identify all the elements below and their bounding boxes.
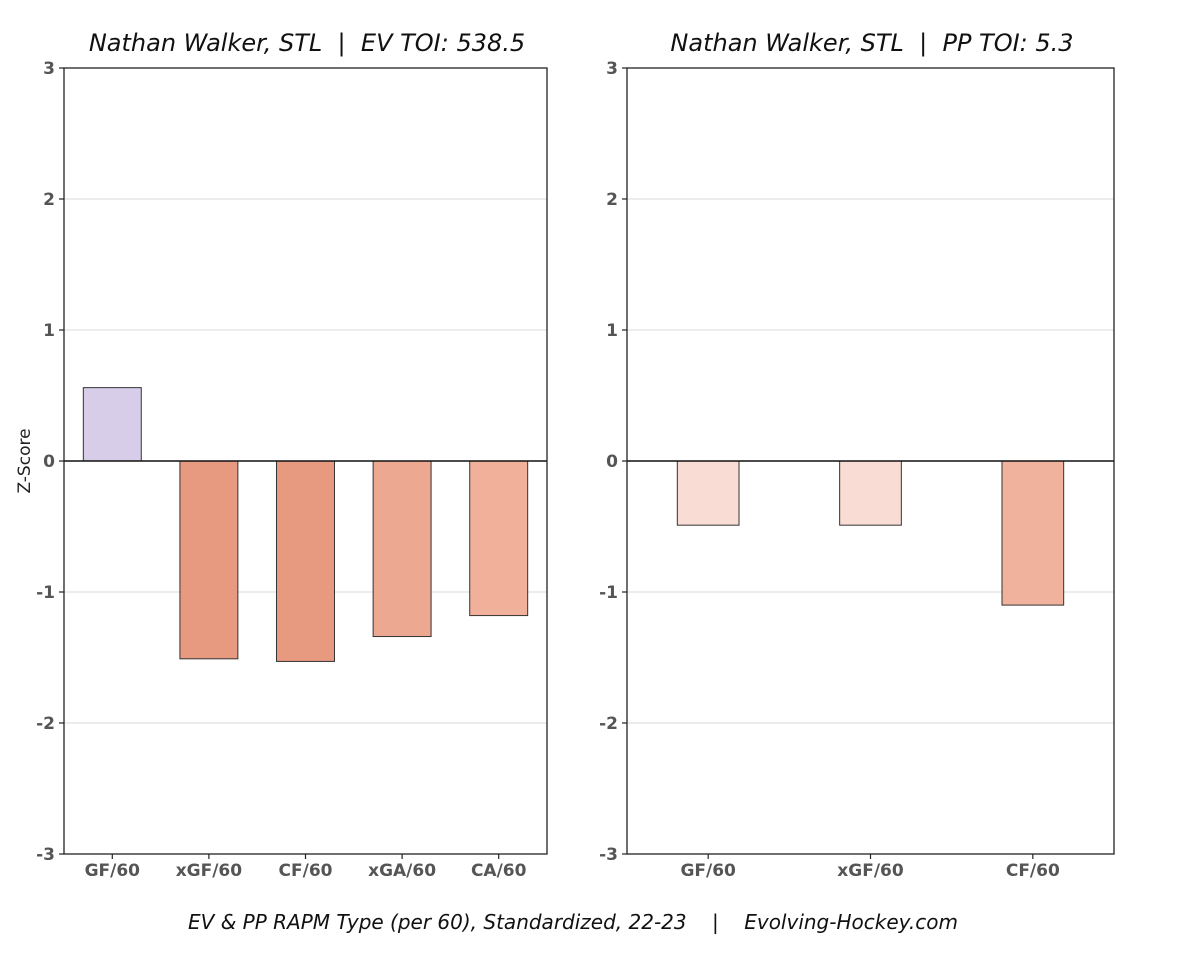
y-tick-label: -2 <box>599 714 618 734</box>
chart-title: Nathan Walker, STL | PP TOI: 5.3 <box>670 29 1073 57</box>
bar-cf-60 <box>1001 460 1065 606</box>
x-tick-label: CF/60 <box>1006 861 1060 881</box>
y-tick-label: 2 <box>43 190 55 210</box>
y-tick-label: 2 <box>606 190 618 210</box>
y-tick-label: 1 <box>43 321 55 341</box>
y-tick-label: -3 <box>599 845 618 865</box>
figure-caption: EV & PP RAPM Type (per 60), Standardized… <box>188 910 958 934</box>
y-tick-label: 0 <box>43 452 55 472</box>
x-tick-label: xGF/60 <box>837 861 904 881</box>
chart-title: Nathan Walker, STL | EV TOI: 538.5 <box>89 29 525 57</box>
pp-panel: 3 2 1 0 -1 -2 -3 GF/60 xGF/60 CF/60 Nathan Walker,… <box>599 29 1115 881</box>
ev-panel: 3 2 1 0 -1 -2 -3 GF/60 xGF/60 CF/60 xGA/60 CA/60 Nat… <box>15 29 548 881</box>
y-tick-label: 3 <box>43 59 55 79</box>
y-tick-label: -3 <box>36 845 55 865</box>
y-tick-label: 1 <box>606 321 618 341</box>
bar-gf-60 <box>82 387 142 462</box>
bar-xgf-60 <box>839 460 902 526</box>
y-tick-label: -2 <box>36 714 55 734</box>
y-axis-label: Z-Score <box>15 428 35 493</box>
bar-xgf-60 <box>179 460 239 660</box>
x-tick-label: GF/60 <box>85 861 141 881</box>
x-tick-label: CA/60 <box>471 861 527 881</box>
x-tick-label: xGF/60 <box>176 861 243 881</box>
bar-xga-60 <box>372 460 432 638</box>
y-tick-label: -1 <box>36 583 55 603</box>
bar-gf-60 <box>676 460 740 526</box>
x-tick-label: xGA/60 <box>368 861 436 881</box>
x-tick-label: GF/60 <box>680 861 736 881</box>
y-tick-label: 3 <box>606 59 618 79</box>
bar-ca-60 <box>469 460 529 617</box>
x-tick-label: CF/60 <box>279 861 333 881</box>
y-tick-label: -1 <box>599 583 618 603</box>
y-tick-label: 0 <box>606 452 618 472</box>
bar-cf-60 <box>276 460 335 662</box>
